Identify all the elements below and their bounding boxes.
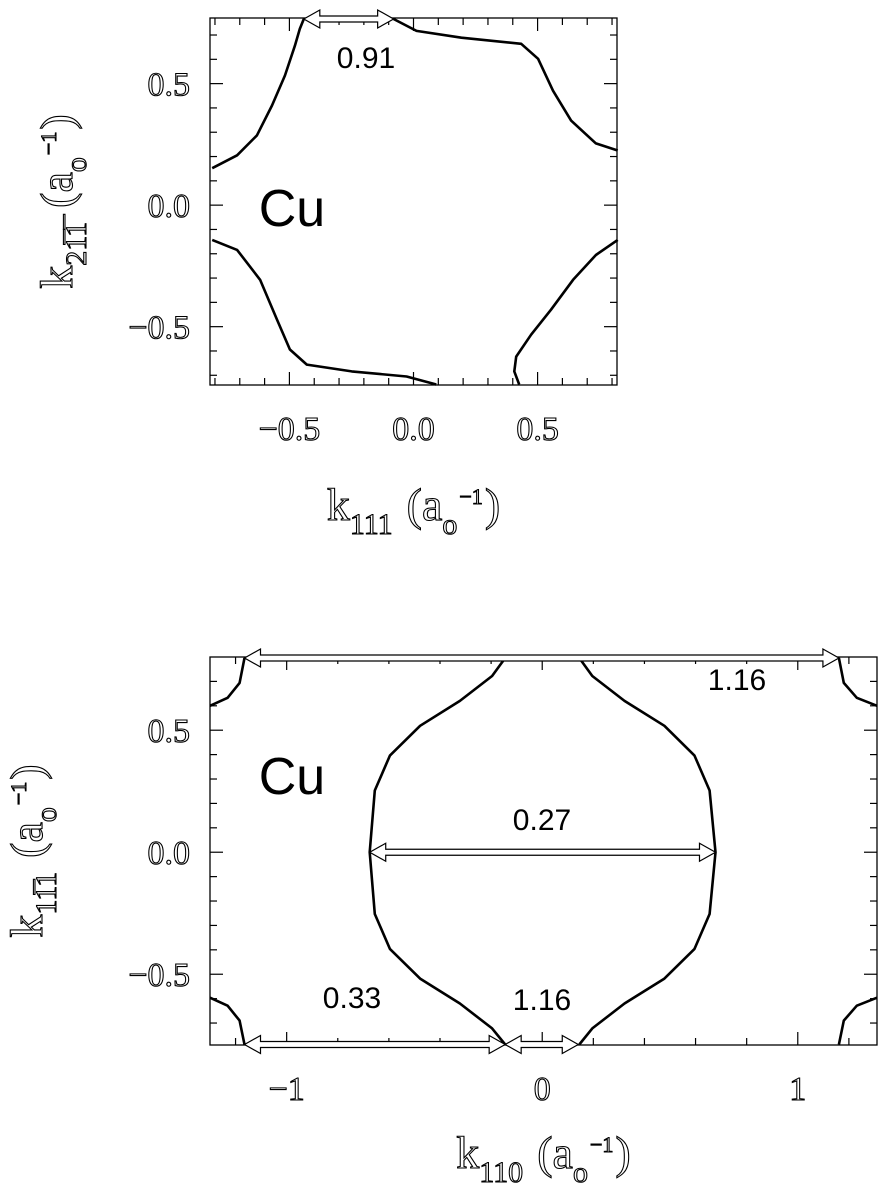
y-tick-label: 0.0 <box>148 188 191 225</box>
axis-title-part: 21̅1̅ <box>60 214 93 266</box>
x-tick-label: −0.5 <box>259 411 321 448</box>
contour-line <box>513 238 619 385</box>
axis-title-part: ) <box>615 1127 630 1178</box>
element-label: Cu <box>259 748 325 806</box>
axis-title: k110 (ao−1) <box>456 1127 630 1189</box>
axis-title-part: (a <box>1 822 52 858</box>
axis-title-part: ) <box>31 114 82 129</box>
arrow <box>243 647 841 669</box>
contour-line <box>393 17 619 152</box>
arrow-label: 0.27 <box>513 804 571 837</box>
y-tick-label: 0.0 <box>148 835 191 872</box>
arrow-label: 1.16 <box>708 664 766 697</box>
arrow <box>368 842 717 863</box>
arrow-label: 1.16 <box>513 984 571 1017</box>
axis-title-part: 110 <box>479 1156 523 1189</box>
contour-line <box>209 996 246 1045</box>
arrow <box>503 1034 580 1055</box>
axis-title-part: (a <box>537 1127 573 1178</box>
arrow <box>302 8 395 29</box>
axis-title-part: o <box>60 157 93 172</box>
axis-title-part: 11̅1 <box>30 872 63 915</box>
x-tick-label: 0 <box>534 1071 551 1108</box>
axis-title-part: o <box>30 807 63 822</box>
element-label: Cu <box>259 180 325 238</box>
axis-title-part: −1 <box>6 782 31 805</box>
contour-line <box>209 657 246 707</box>
contour-line <box>211 238 437 386</box>
contour-line <box>211 18 306 170</box>
axis-title-part: o <box>442 508 457 541</box>
x-tick-label: 1 <box>789 1071 806 1108</box>
y-tick-label: −0.5 <box>128 957 190 994</box>
y-tick-label: −0.5 <box>128 310 190 347</box>
x-tick-label: 0.5 <box>516 411 559 448</box>
contour-line <box>837 657 878 708</box>
y-tick-label: 0.5 <box>148 713 191 750</box>
axis-title-part: (a <box>31 172 82 208</box>
axis-title-part: −1 <box>590 1132 613 1157</box>
axis-title-part: k <box>327 479 350 530</box>
arrow <box>243 1034 507 1055</box>
contour-line <box>837 996 878 1045</box>
axis-title: k11̅1 (ao −1) <box>1 764 63 937</box>
axis-title: k111 (ao−1) <box>327 479 500 541</box>
arrow-label: 0.91 <box>337 42 395 75</box>
axis-title-part: o <box>573 1156 588 1189</box>
axis-title-part: ) <box>485 479 500 530</box>
axis-title-part: (a <box>407 479 443 530</box>
axis-title-part: ) <box>1 764 52 779</box>
arrow-label: 0.33 <box>323 982 381 1015</box>
axis-title-part: k <box>31 266 82 289</box>
axis-title: k21̅1̅ (ao −1) <box>31 114 93 288</box>
axis-title-part: k <box>1 915 52 938</box>
axis-title-part: −1 <box>36 132 61 155</box>
x-tick-label: 0.0 <box>392 411 435 448</box>
x-tick-label: −1 <box>269 1071 305 1108</box>
axis-title-part: 111 <box>350 508 393 541</box>
y-tick-label: 0.5 <box>148 67 191 104</box>
axis-title-part: −1 <box>459 484 482 509</box>
axis-title-part: k <box>456 1127 479 1178</box>
